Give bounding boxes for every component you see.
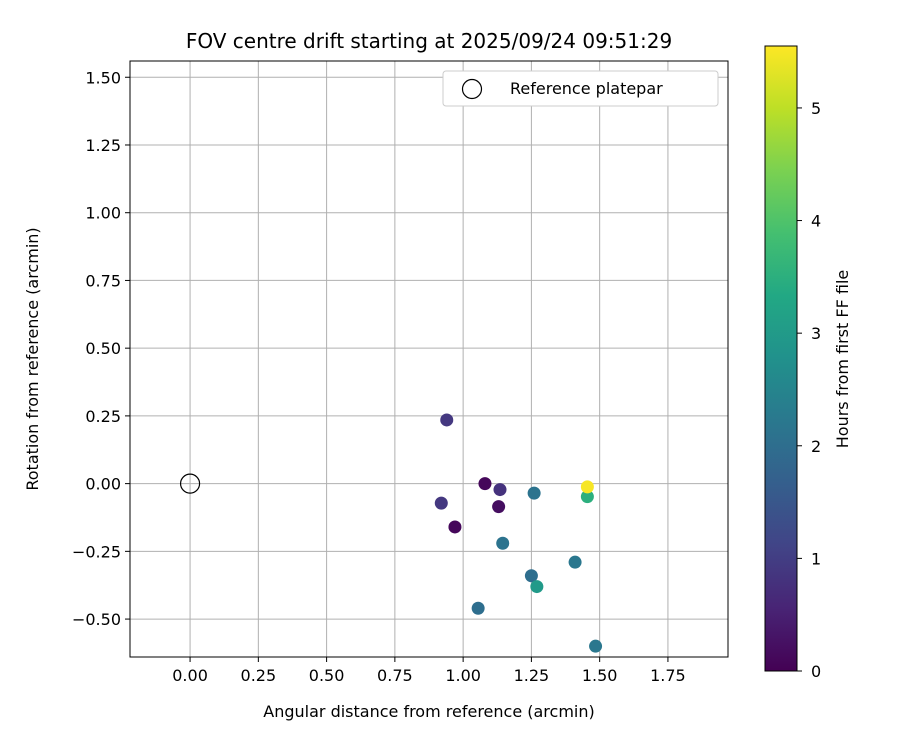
x-axis-ticks: 0.00 0.25 0.50 0.75 1.00 1.25 1.50 1.75: [172, 657, 686, 685]
reference-platepar-marker: [179, 473, 201, 494]
y-tick-label: −0.50: [72, 610, 121, 629]
y-axis-ticks: −0.50 −0.25 0.00 0.25 0.50 0.75 1.00 1.25 1.50: [72, 68, 130, 629]
legend-box: [442, 70, 719, 107]
data-point: [589, 639, 603, 653]
x-tick-label: 0.00: [172, 666, 208, 685]
x-axis-label: Angular distance from reference (arcmin): [263, 702, 594, 721]
data-point: [580, 490, 594, 504]
legend: Reference platepar: [442, 70, 719, 107]
colorbar-ticks: 0 1 2 3 4 5: [797, 99, 821, 681]
data-point: [527, 486, 541, 500]
data-point: [440, 413, 454, 427]
legend-label: Reference platepar: [510, 79, 663, 98]
plot-frame: [129, 60, 729, 658]
data-point: [580, 480, 594, 494]
y-tick-label: 0.25: [85, 407, 121, 426]
data-point: [478, 477, 492, 491]
colorbar-tick-label: 1: [811, 549, 821, 568]
y-tick-label: −0.25: [72, 542, 121, 561]
data-point: [496, 536, 510, 550]
data-point: [524, 569, 538, 583]
y-tick-label: 1.25: [85, 136, 121, 155]
data-point: [471, 601, 485, 615]
y-axis-label: Rotation from reference (arcmin): [23, 227, 42, 490]
colorbar-label: Hours from first FF file: [833, 270, 852, 449]
data-point: [448, 520, 462, 534]
y-tick-label: 0.50: [85, 339, 121, 358]
colorbar-tick-label: 5: [811, 99, 821, 118]
y-tick-label: 1.50: [85, 68, 121, 87]
colorbar-tick-label: 4: [811, 212, 821, 231]
data-point: [493, 483, 507, 497]
y-tick-label: 0.00: [85, 475, 121, 494]
colorbar-tick-label: 3: [811, 324, 821, 343]
legend-marker: [461, 78, 483, 100]
grid: [130, 61, 728, 657]
x-tick-label: 1.75: [650, 666, 686, 685]
scatter-points: [179, 413, 603, 653]
x-tick-label: 1.00: [445, 666, 481, 685]
y-tick-label: 1.00: [85, 204, 121, 223]
y-tick-label: 0.75: [85, 271, 121, 290]
data-point: [568, 555, 582, 569]
colorbar-tick-label: 2: [811, 437, 821, 456]
data-point: [434, 496, 448, 510]
chart-title: FOV centre drift starting at 2025/09/24 …: [186, 29, 672, 53]
data-point: [492, 500, 506, 514]
x-tick-label: 0.75: [377, 666, 413, 685]
x-tick-label: 0.25: [241, 666, 277, 685]
colorbar: [764, 45, 798, 672]
x-tick-label: 0.50: [309, 666, 345, 685]
data-point: [530, 580, 544, 594]
colorbar-tick-label: 0: [811, 662, 821, 681]
x-tick-label: 1.25: [514, 666, 550, 685]
x-tick-label: 1.50: [582, 666, 618, 685]
